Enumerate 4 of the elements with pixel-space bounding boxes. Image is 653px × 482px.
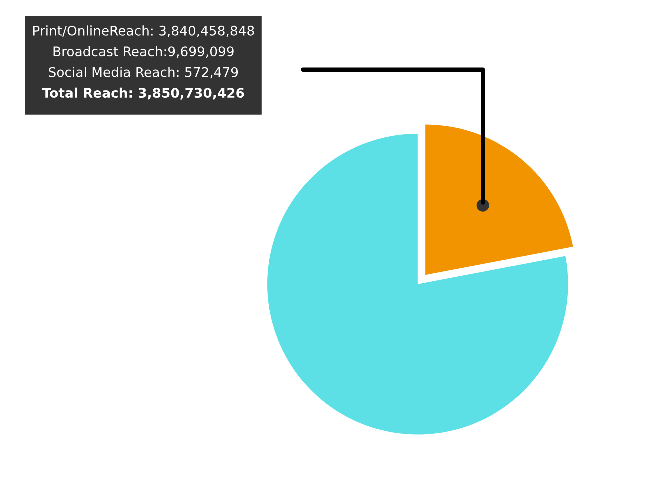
text: Broadcast Reach:9,699,099: [54, 46, 234, 58]
text: Print/OnlineReach: 3,840,458,848: [33, 26, 254, 38]
text: Social Media Reach: 572,479: [49, 67, 238, 79]
text: Total Reach: 3,850,730,426: [42, 88, 244, 100]
